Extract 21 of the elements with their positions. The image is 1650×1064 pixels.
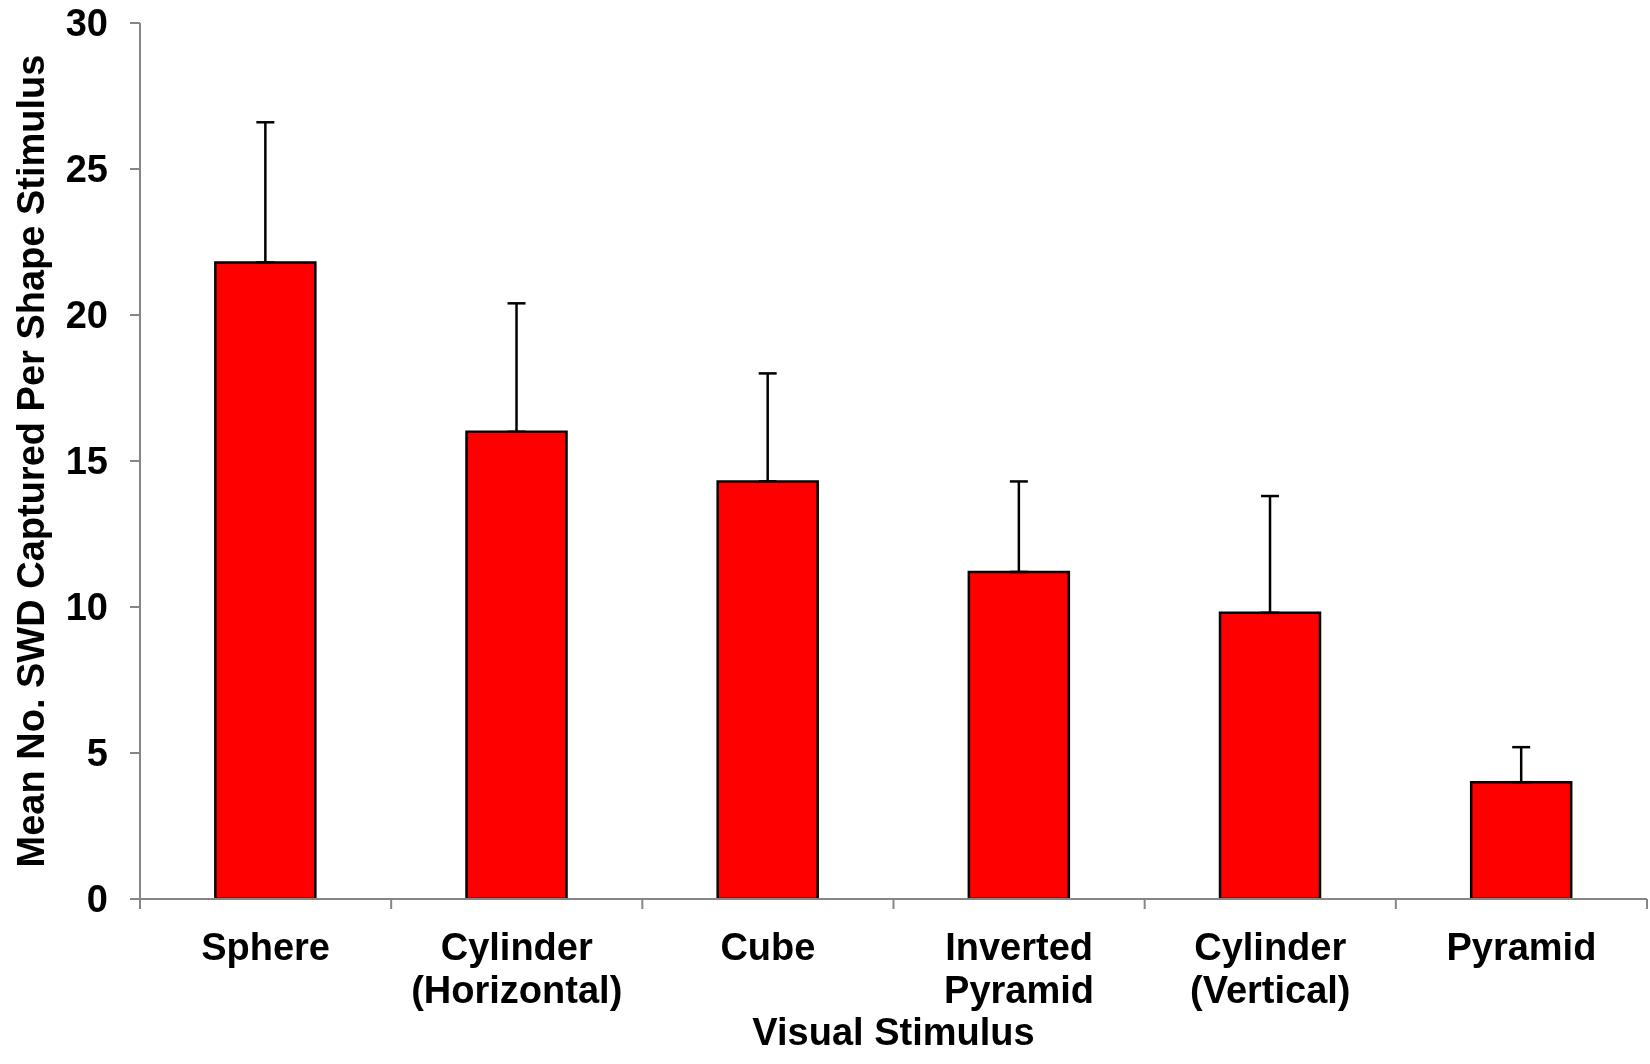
x-tick-label: Cylinder (Horizontal) [411,926,623,1011]
bar [1469,780,1573,899]
x-tick-label: Pyramid [1446,926,1597,968]
x-tick-label: Inverted Pyramid [944,926,1095,1011]
bar [967,570,1071,899]
y-tick-label: 25 [65,148,108,191]
y-axis-title: Mean No. SWD Captured Per Shape Stimulus [10,54,52,868]
y-tick-label: 0 [86,878,108,921]
bar [716,480,819,899]
x-tick-label: Cylinder (Vertical) [1189,926,1351,1011]
bar [1218,611,1322,899]
y-tick-label: 30 [65,2,108,45]
bar [465,430,568,899]
y-tick-label: 20 [65,294,108,337]
bar [214,261,317,899]
y-tick-label: 5 [86,732,108,775]
x-tick-label: Sphere [201,926,330,968]
y-tick-label: 10 [65,586,108,629]
y-tick-label: 15 [65,440,108,483]
x-tick-label: Cube [720,926,816,968]
x-axis-title: Visual Stimulus [752,1011,1035,1053]
